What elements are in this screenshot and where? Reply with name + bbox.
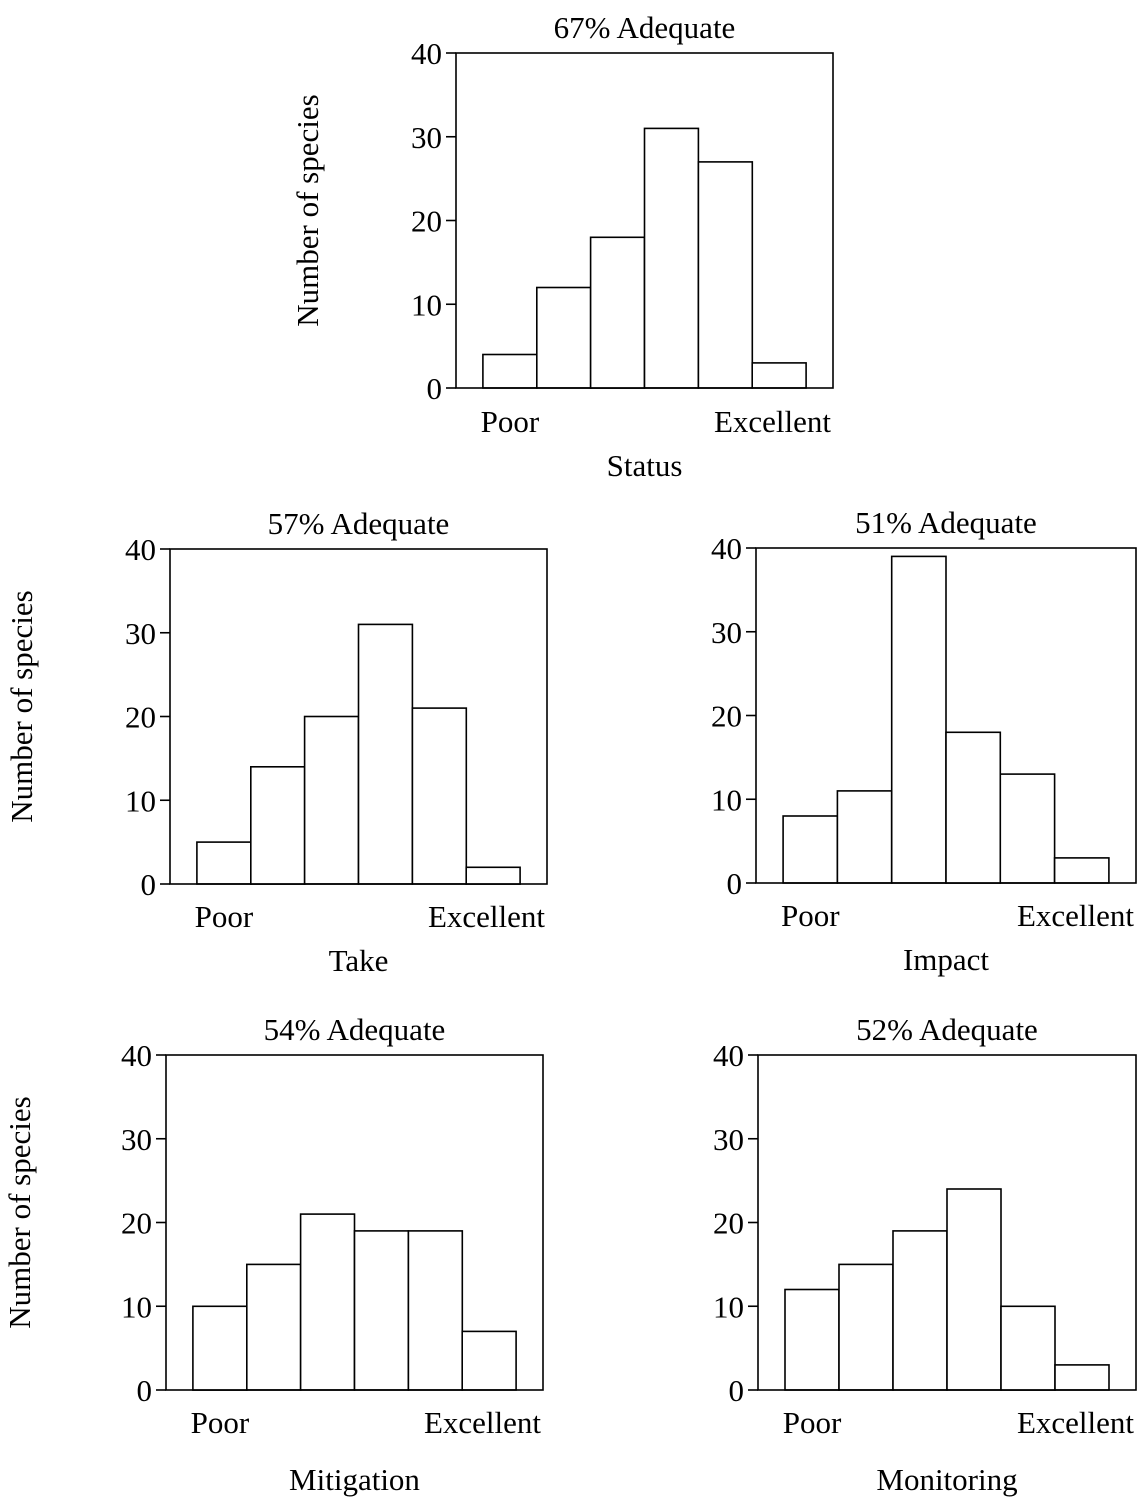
x-axis-label: Take (329, 943, 389, 978)
y-tick-label: 0 (137, 1373, 153, 1408)
y-axis-label: Number of species (290, 94, 325, 326)
y-tick-label: 10 (713, 1289, 744, 1324)
y-tick-label: 20 (125, 700, 156, 735)
histogram-bar (196, 841, 252, 885)
histogram-bar (643, 127, 700, 389)
histogram-bar (353, 1230, 410, 1391)
histogram-bar (751, 362, 807, 389)
y-tick-label: 20 (411, 204, 442, 239)
y-tick-label: 40 (411, 36, 442, 71)
chart-title: 51% Adequate (855, 505, 1037, 540)
chart-title: 57% Adequate (268, 506, 450, 541)
y-tick-label: 0 (427, 371, 443, 406)
histogram-bar (890, 555, 947, 884)
chart-panel: 0 10 20 30 40 Poor Excellent 52% Adequate Monito… (713, 1012, 1137, 1497)
histogram-bar (299, 1213, 356, 1391)
histogram-bar (838, 1263, 894, 1391)
x-axis-label: Status (607, 448, 683, 483)
histogram-bar (782, 815, 839, 884)
x-tick-label-poor: Poor (191, 1405, 250, 1440)
histogram-bar (192, 1305, 248, 1391)
y-tick-label: 40 (711, 531, 742, 566)
chart-title: 67% Adequate (554, 10, 736, 45)
histogram-bar (465, 866, 521, 885)
x-tick-label-poor: Poor (195, 899, 254, 934)
histogram-bar (482, 353, 538, 389)
y-axis-label: Number of species (2, 1096, 37, 1328)
y-tick-label: 40 (713, 1038, 744, 1073)
chart-title: 54% Adequate (264, 1012, 446, 1047)
y-tick-label: 10 (125, 783, 156, 818)
histogram-bar (697, 161, 754, 389)
histogram-bar (303, 715, 360, 885)
x-tick-label-poor: Poor (481, 404, 540, 439)
histogram-bar (892, 1230, 948, 1391)
y-tick-label: 10 (121, 1289, 152, 1324)
histogram-bar (1000, 1305, 1056, 1391)
chart-panel: 0 10 20 30 40 Poor Excellent 67% Adequate Status… (290, 10, 834, 483)
y-tick-label: 0 (729, 1373, 745, 1408)
x-tick-label-poor: Poor (783, 1405, 842, 1440)
x-tick-label-excellent: Excellent (714, 404, 831, 439)
histogram-bar (357, 623, 414, 885)
histogram-bar (589, 236, 646, 389)
histogram-bar (411, 707, 468, 885)
y-tick-label: 30 (125, 616, 156, 651)
y-tick-label: 20 (713, 1206, 744, 1241)
y-tick-label: 0 (727, 866, 743, 901)
y-tick-label: 20 (121, 1206, 152, 1241)
histogram-bar (1053, 857, 1110, 884)
histogram-bar (946, 1188, 1002, 1391)
y-tick-label: 10 (711, 782, 742, 817)
x-tick-label-excellent: Excellent (1017, 1405, 1134, 1440)
y-tick-label: 20 (711, 699, 742, 734)
y-axis-label: Number of species (4, 590, 39, 822)
histogram-bar (999, 773, 1056, 884)
chart-panel: 0 10 20 30 40 Poor Excellent 51% Adequate Impact (711, 505, 1137, 977)
y-tick-label: 30 (711, 615, 742, 650)
histogram-bar (836, 790, 893, 884)
histogram-bar (945, 731, 1002, 884)
histogram-bar (784, 1288, 840, 1391)
histogram-bar (250, 765, 306, 885)
x-tick-label-excellent: Excellent (428, 899, 545, 934)
histogram-bar (535, 286, 592, 389)
histogram-bar (461, 1330, 517, 1391)
y-tick-label: 40 (125, 532, 156, 567)
x-tick-label-excellent: Excellent (424, 1405, 541, 1440)
x-axis-label: Mitigation (289, 1462, 420, 1497)
y-tick-label: 0 (141, 867, 157, 902)
chart-title: 52% Adequate (856, 1012, 1038, 1047)
histogram-bar (1054, 1364, 1110, 1391)
y-tick-label: 30 (411, 120, 442, 155)
chart-panel: 0 10 20 30 40 Poor Excellent 57% Adequate Take Nu… (4, 506, 548, 978)
x-tick-label-excellent: Excellent (1017, 898, 1134, 933)
x-tick-label-poor: Poor (781, 898, 840, 933)
histogram-bar (246, 1263, 302, 1391)
x-axis-label: Impact (903, 942, 989, 977)
histogram-bar (407, 1230, 464, 1391)
chart-panel: 0 10 20 30 40 Poor Excellent 54% Adequate Mitiga… (2, 1012, 544, 1497)
y-tick-label: 30 (713, 1122, 744, 1157)
y-tick-label: 40 (121, 1038, 152, 1073)
y-tick-label: 30 (121, 1122, 152, 1157)
y-tick-label: 10 (411, 287, 442, 322)
x-axis-label: Monitoring (876, 1462, 1017, 1497)
